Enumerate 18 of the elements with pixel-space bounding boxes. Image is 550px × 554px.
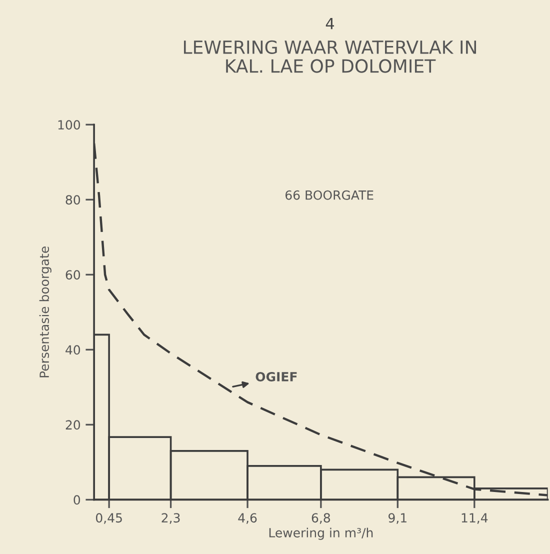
x-tick-label: 11,4 — [462, 513, 488, 524]
y-tick-label: 80 — [66, 195, 80, 205]
x-axis-title: Lewering in m³/h — [269, 528, 373, 540]
y-axis-title: Persentasie boorgate — [39, 246, 52, 378]
x-tick-label: 0,45 — [96, 513, 122, 524]
chart-title: LEWERING WAAR WATERVLAK IN KAL. LAE OP DOLOMIET — [184, 40, 476, 73]
y-tick-label: 40 — [66, 345, 80, 355]
annotation: 66 BOORGATE — [286, 190, 374, 200]
x-tick-label: 2,3 — [162, 513, 180, 524]
x-tick-label: 4,6 — [238, 513, 257, 524]
x-tick-label: 6,8 — [312, 513, 330, 524]
y-tick-label: 20 — [66, 420, 80, 430]
y-tick-label: 0 — [74, 495, 80, 505]
y-tick-label: 60 — [66, 270, 80, 280]
chart-subtitle: 4 — [326, 18, 334, 30]
legend-label: OGIEF — [256, 372, 297, 382]
y-tick-label: 100 — [58, 120, 80, 130]
x-tick-label: 9,1 — [388, 513, 406, 524]
